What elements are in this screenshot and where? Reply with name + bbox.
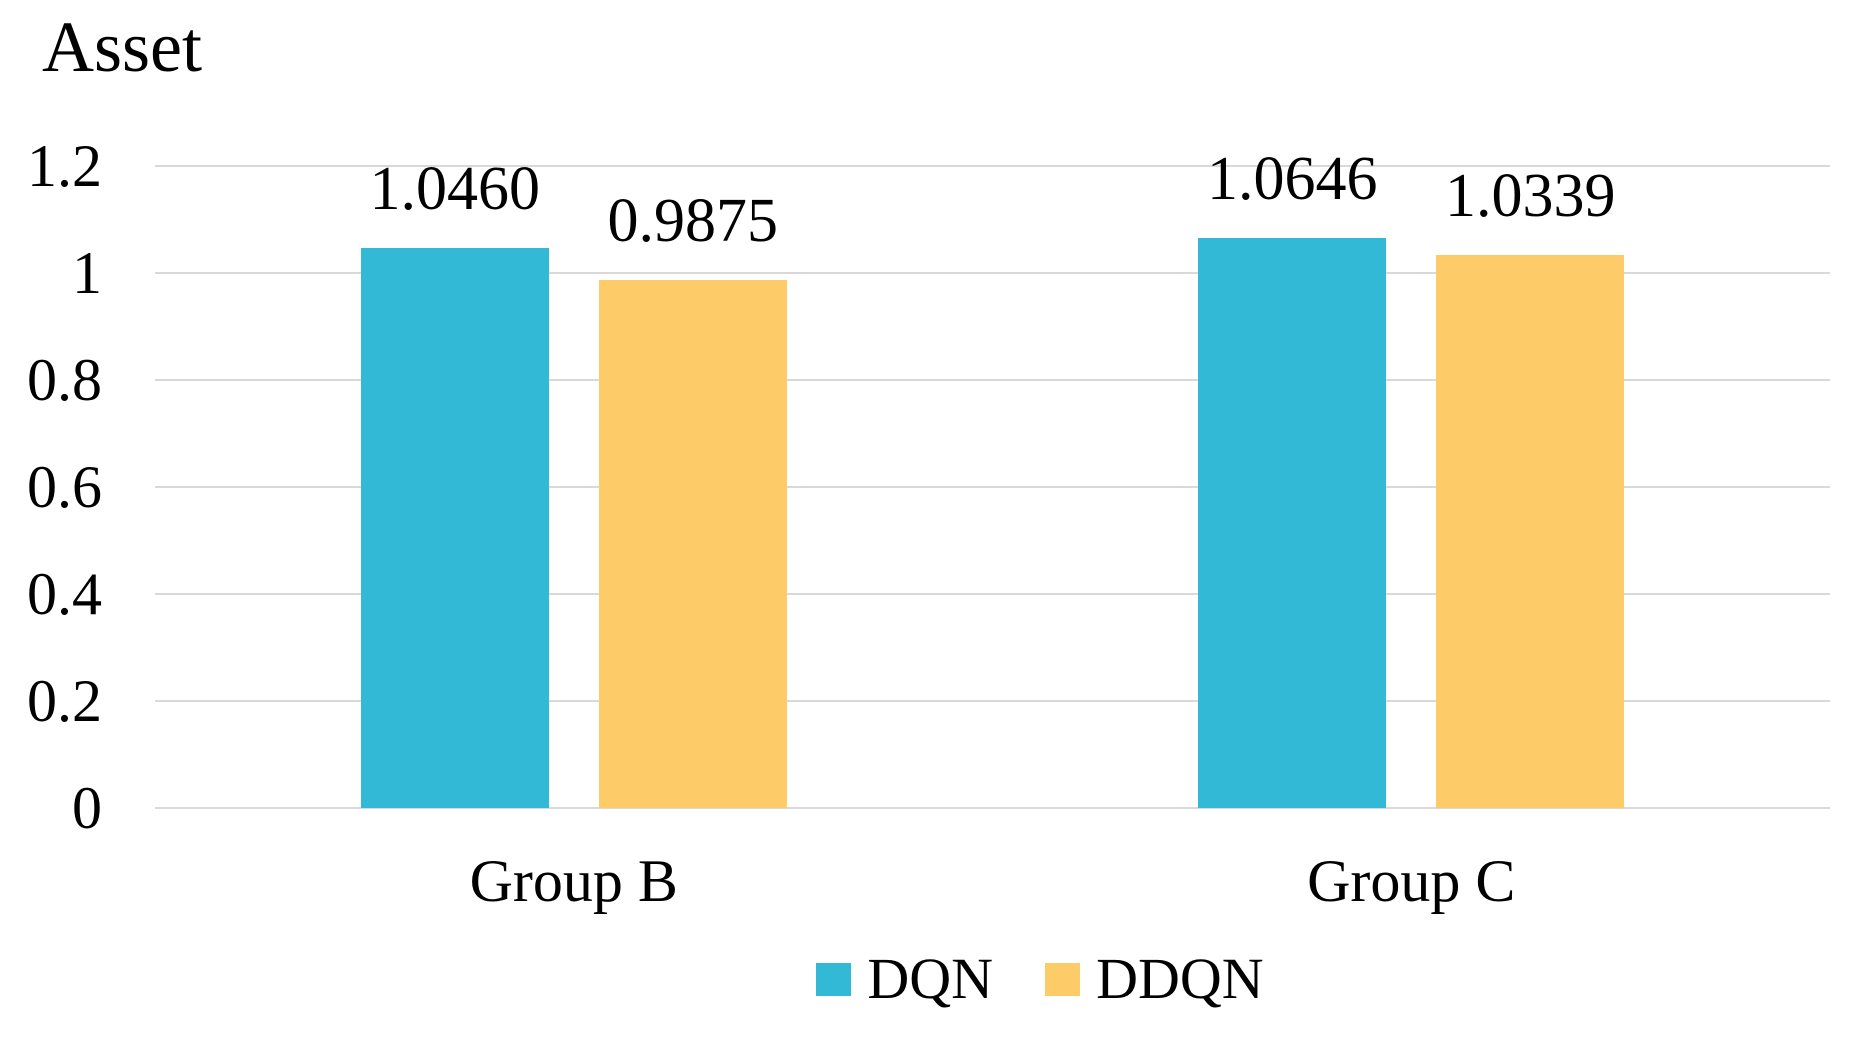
legend-label-dqn: DQN (867, 946, 994, 1011)
legend-swatch-dqn (816, 962, 852, 996)
y-tick-label-0.2: 0.2 (27, 668, 102, 734)
bar-value-label-dqn-group-b: 1.0460 (369, 155, 541, 224)
y-tick-label-0.6: 0.6 (27, 454, 102, 520)
y-tick-label-1: 1 (72, 240, 102, 306)
bar-value-label-ddqn-group-c: 1.0339 (1445, 161, 1616, 230)
category-label-group-c: Group C (1307, 848, 1516, 914)
legend-item-dqn: DQN (816, 948, 993, 1010)
bar-value-label-dqn-group-c: 1.0646 (1207, 145, 1378, 214)
legend: DQN DDQN (155, 948, 1830, 1010)
legend-item-ddqn: DDQN (1045, 948, 1264, 1010)
gridline-y-1 (155, 272, 1830, 274)
gridline-y-1.2 (155, 165, 1830, 167)
bar-ddqn-group-c (1436, 254, 1625, 808)
legend-swatch-ddqn (1045, 962, 1081, 996)
y-tick-label-0: 0 (72, 775, 102, 841)
bar-value-label-ddqn-group-b: 0.9875 (607, 186, 779, 255)
gridline-y-0.4 (155, 593, 1830, 595)
bar-ddqn-group-b (598, 279, 787, 808)
chart-title: Asset (42, 7, 202, 87)
y-tick-label-0.8: 0.8 (27, 347, 102, 413)
bar-dqn-group-b (360, 248, 549, 808)
category-label-group-b: Group B (469, 848, 678, 914)
legend-label-ddqn: DDQN (1096, 946, 1264, 1011)
gridline-y-0.8 (155, 379, 1830, 381)
y-tick-label-0.4: 0.4 (27, 561, 102, 627)
bar-dqn-group-c (1198, 238, 1387, 808)
gridline-y-0.6 (155, 486, 1830, 488)
gridline-y-0.2 (155, 700, 1830, 702)
gridline-y-0 (155, 807, 1830, 809)
y-tick-label-1.2: 1.2 (27, 133, 102, 199)
plot-area: 1.0460 0.9875 1.0646 1.0339 (155, 148, 1830, 809)
